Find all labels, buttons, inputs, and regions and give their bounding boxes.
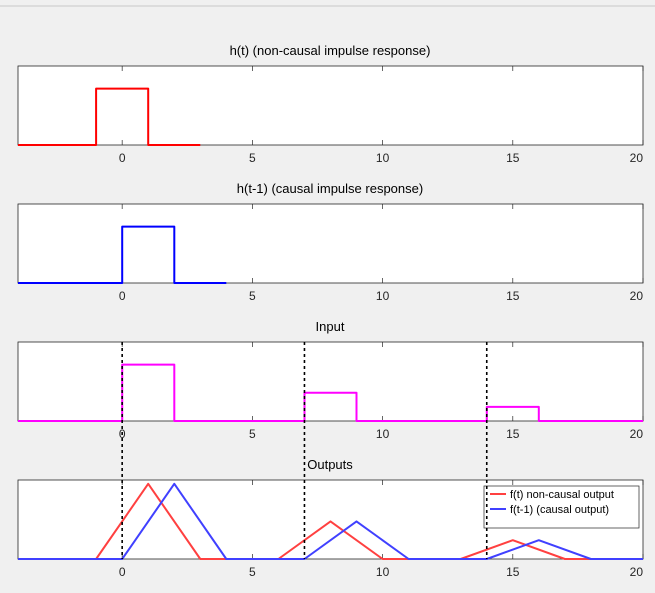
- x-tick-label: 20: [630, 289, 644, 303]
- axes-title: Input: [316, 319, 345, 334]
- axes-h-noncausal: h(t) (non-causal impulse response) 0 5 10 1…: [17, 43, 644, 165]
- legend-label: f(t) non-causal output: [510, 489, 614, 501]
- series-line: [18, 363, 643, 422]
- x-tick-label: 15: [506, 427, 520, 441]
- legend-label: f(t-1) (causal output): [510, 504, 609, 516]
- x-tick-label: 5: [249, 289, 256, 303]
- x-tick-label: 10: [376, 289, 390, 303]
- axes-title: Outputs: [307, 457, 353, 472]
- x-tick-label: 0: [119, 565, 126, 579]
- x-tick-label: 15: [506, 565, 520, 579]
- x-tick-label: 10: [376, 565, 390, 579]
- x-tick-label: 10: [376, 427, 390, 441]
- x-tick-label: 20: [630, 151, 644, 165]
- axes-frame: [17, 65, 644, 146]
- x-tick-label: 20: [630, 427, 644, 441]
- axes-title: h(t) (non-causal impulse response): [230, 43, 431, 58]
- x-tick-label: 5: [249, 565, 256, 579]
- axes-frame: [17, 341, 644, 422]
- x-tick-label: 0: [119, 289, 126, 303]
- x-tick-label: 0: [119, 151, 126, 165]
- x-tick-label: 15: [506, 151, 520, 165]
- x-tick-label: 20: [630, 565, 644, 579]
- x-tick-label: 15: [506, 289, 520, 303]
- x-tick-label: 5: [249, 427, 256, 441]
- input-marker-lines: [121, 342, 488, 559]
- x-tick-label: 10: [376, 151, 390, 165]
- series-line: [18, 482, 643, 560]
- series-line: [18, 87, 201, 146]
- series-line: [18, 482, 643, 560]
- axes-title: h(t-1) (causal impulse response): [237, 181, 423, 196]
- x-tick-label: 5: [249, 151, 256, 165]
- axes-frame: [17, 203, 644, 284]
- series-line: [18, 225, 227, 284]
- legend: [483, 485, 640, 529]
- axes-h-causal: h(t-1) (causal impulse response) 0 5 10 15 2…: [17, 181, 644, 303]
